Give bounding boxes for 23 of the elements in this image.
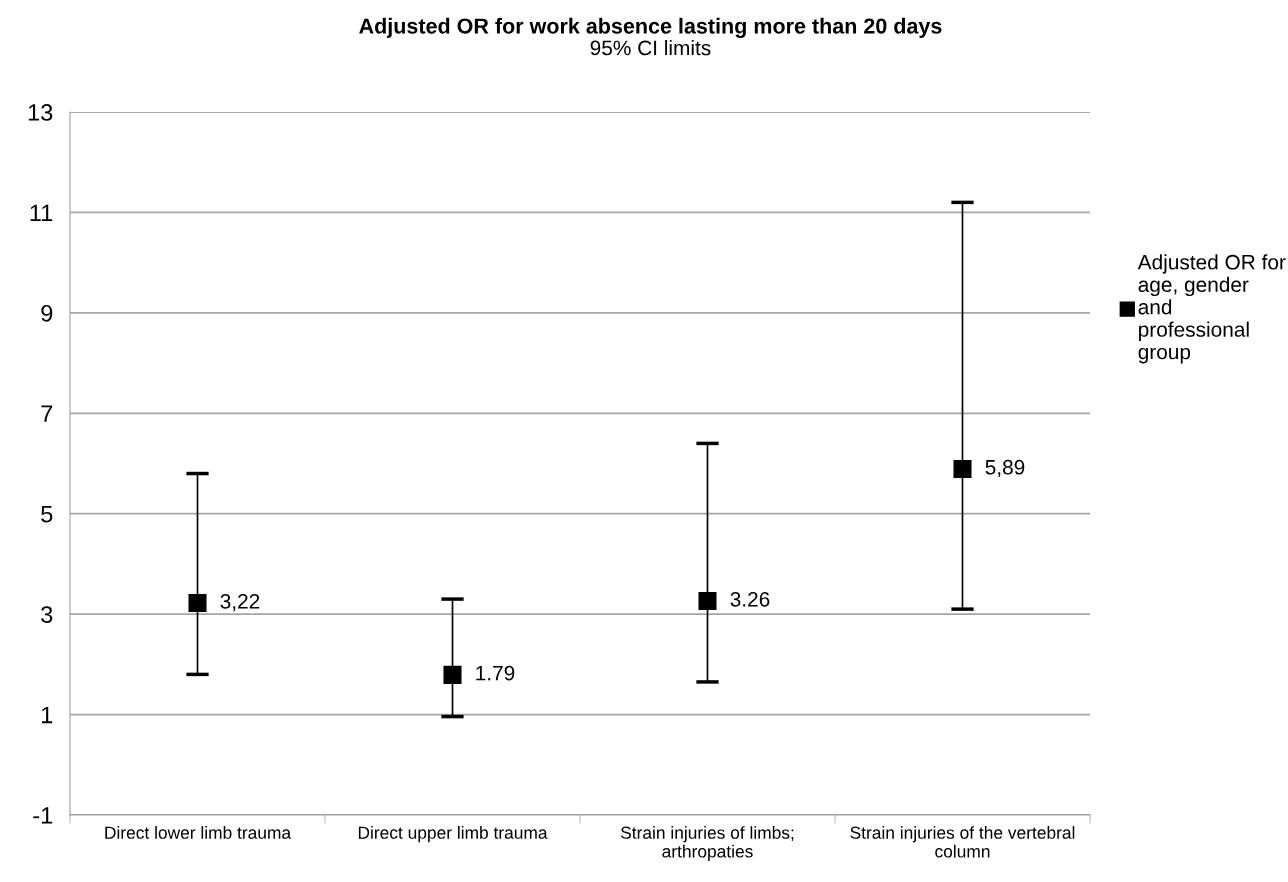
data-label: 1.79 bbox=[476, 665, 515, 681]
point bbox=[188, 594, 207, 613]
x-tick-label: Strain injuries of the vertebral column bbox=[850, 826, 1075, 858]
chart-subtitle: 95% CI limits bbox=[590, 40, 711, 56]
y-tick-label: -1 bbox=[33, 807, 53, 824]
legend-label: Adjusted OR for age, gender and professional group bbox=[1137, 254, 1286, 364]
y-tick-label: 11 bbox=[30, 204, 53, 221]
y-tick-label: 3 bbox=[41, 606, 53, 623]
y-tick-label: 5 bbox=[41, 506, 53, 523]
x-tick-label: Direct upper limb trauma bbox=[358, 826, 548, 843]
point bbox=[698, 592, 717, 611]
x-tick-label: Strain injuries of limbs; arthropaties bbox=[620, 826, 794, 861]
x-tick-label: Direct lower limb trauma bbox=[105, 826, 292, 839]
y-tick-label: 13 bbox=[28, 104, 53, 121]
y-tick-label: 9 bbox=[41, 304, 53, 322]
data-label: 3.26 bbox=[730, 591, 770, 607]
y-tick-label: 7 bbox=[41, 405, 53, 422]
point bbox=[443, 665, 462, 684]
chart-title: Adjusted OR for work absence lasting more than 20 days bbox=[359, 17, 942, 38]
y-tick-label: 1 bbox=[42, 706, 53, 724]
point bbox=[953, 459, 972, 479]
data-label: 5,89 bbox=[985, 459, 1025, 478]
data-label: 3,22 bbox=[220, 593, 260, 612]
